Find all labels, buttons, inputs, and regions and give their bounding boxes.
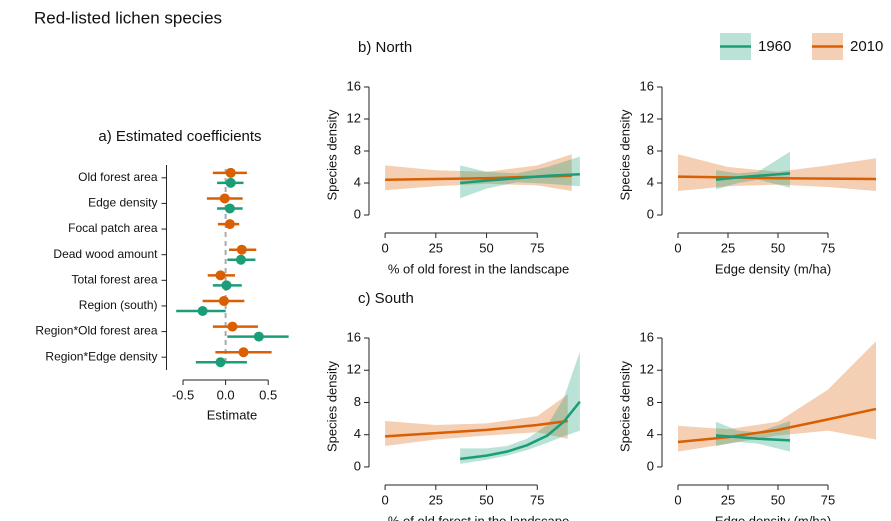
y-tick-label: Total forest area xyxy=(71,272,157,286)
x-tick-label: 0 xyxy=(381,240,388,255)
figure-title: Red-listed lichen species xyxy=(34,8,222,27)
legend-label: 1960 xyxy=(758,38,791,55)
x-tick-label: 25 xyxy=(429,240,443,255)
x-tick-label: 0.5 xyxy=(259,387,277,402)
x-tick-label: 75 xyxy=(530,240,544,255)
y-tick-label: 8 xyxy=(647,394,654,409)
estimate-point xyxy=(215,357,226,368)
x-axis-title: Edge density (m/ha) xyxy=(715,513,831,521)
legend-label: 2010 xyxy=(850,38,883,55)
x-tick-label: 0 xyxy=(674,492,681,507)
y-tick-label: 16 xyxy=(347,329,361,344)
y-tick-label: 0 xyxy=(354,458,361,473)
y-tick-label: Region*Edge density xyxy=(45,349,157,363)
y-tick-label: 16 xyxy=(347,78,361,93)
y-axis-title: Species density xyxy=(324,109,339,201)
x-tick-label: 0 xyxy=(674,240,681,255)
panel-title: b) North xyxy=(358,39,412,56)
y-tick-label: 4 xyxy=(647,174,654,189)
estimate-point xyxy=(227,321,238,332)
x-tick-label: 0.0 xyxy=(217,387,235,402)
y-tick-label: Region (south) xyxy=(79,298,158,312)
panel-title: c) South xyxy=(358,290,414,307)
x-axis-title: Edge density (m/ha) xyxy=(715,261,831,276)
x-tick-label: 50 xyxy=(479,492,493,507)
confidence-band xyxy=(460,351,580,464)
x-tick-label: 25 xyxy=(721,492,735,507)
y-tick-label: 12 xyxy=(347,110,361,125)
y-tick-label: 8 xyxy=(354,142,361,157)
y-tick-label: Focal patch area xyxy=(68,221,158,235)
y-tick-label: Edge density xyxy=(88,196,157,210)
y-tick-label: 8 xyxy=(354,394,361,409)
y-tick-label: 12 xyxy=(640,362,654,377)
y-tick-label: 12 xyxy=(347,362,361,377)
confidence-band xyxy=(716,421,790,452)
y-axis-title: Species density xyxy=(617,109,632,201)
series-line xyxy=(460,400,581,461)
y-tick-label: 0 xyxy=(647,458,654,473)
series-line xyxy=(715,434,791,442)
y-tick-label: 12 xyxy=(640,110,654,125)
x-axis-title: % of old forest in the landscape xyxy=(388,513,569,521)
x-tick-label: 75 xyxy=(821,492,835,507)
x-tick-label: -0.5 xyxy=(172,387,194,402)
y-tick-label: 16 xyxy=(640,329,654,344)
x-tick-label: 75 xyxy=(530,492,544,507)
estimate-point xyxy=(253,331,264,342)
y-tick-label: Region*Old forest area xyxy=(35,324,157,338)
estimate-point xyxy=(218,295,229,306)
estimate-point xyxy=(235,254,246,265)
y-tick-label: Dead wood amount xyxy=(53,247,158,261)
y-tick-label: 4 xyxy=(354,426,361,441)
estimate-point xyxy=(215,270,226,281)
x-tick-label: 0 xyxy=(381,492,388,507)
confidence-band xyxy=(678,341,876,452)
x-axis-title: % of old forest in the landscape xyxy=(388,261,569,276)
x-axis-title: Estimate xyxy=(207,407,258,422)
series-line xyxy=(677,175,877,181)
estimate-point xyxy=(224,203,235,214)
series-line xyxy=(385,419,568,438)
y-axis-title: Species density xyxy=(617,360,632,452)
estimate-point xyxy=(236,244,247,255)
estimate-point xyxy=(238,347,249,358)
confidence-band xyxy=(678,154,876,191)
y-tick-label: Old forest area xyxy=(78,170,158,184)
y-tick-label: 16 xyxy=(640,78,654,93)
y-tick-label: 0 xyxy=(647,206,654,221)
confidence-band xyxy=(716,151,790,190)
series-line xyxy=(460,172,580,185)
panel-title: a) Estimated coefficients xyxy=(98,128,261,145)
series-line xyxy=(677,407,877,444)
x-tick-label: 50 xyxy=(771,492,785,507)
x-tick-label: 50 xyxy=(479,240,493,255)
y-axis-title: Species density xyxy=(324,360,339,452)
y-tick-label: 4 xyxy=(354,174,361,189)
estimate-point xyxy=(197,305,208,316)
estimate-point xyxy=(224,219,235,230)
y-tick-label: 0 xyxy=(354,206,361,221)
estimate-point xyxy=(221,280,232,291)
x-tick-label: 25 xyxy=(721,240,735,255)
series-line xyxy=(715,172,791,182)
estimate-point xyxy=(225,167,236,178)
confidence-band xyxy=(385,154,572,191)
x-tick-label: 50 xyxy=(771,240,785,255)
y-tick-label: 4 xyxy=(647,426,654,441)
x-tick-label: 25 xyxy=(429,492,443,507)
estimate-point xyxy=(219,193,230,204)
estimate-point xyxy=(225,177,236,188)
y-tick-label: 8 xyxy=(647,142,654,157)
x-tick-label: 75 xyxy=(821,240,835,255)
